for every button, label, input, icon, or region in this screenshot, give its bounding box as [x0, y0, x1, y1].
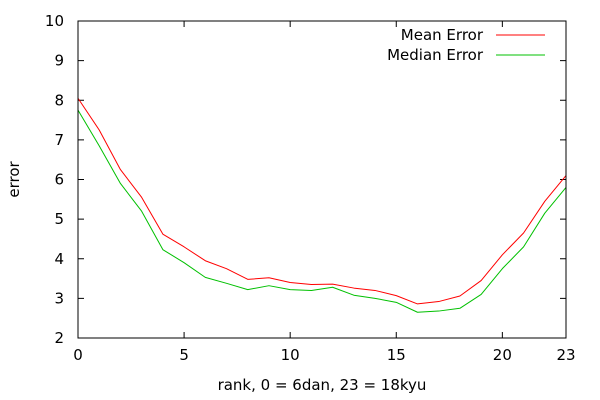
x-tick-label: 5	[179, 346, 189, 364]
x-tick-label: 10	[281, 346, 300, 364]
y-tick-label: 9	[54, 52, 64, 70]
y-axis-label: error	[5, 161, 23, 198]
x-tick-label: 20	[493, 346, 512, 364]
series-line-mean-error	[77, 97, 567, 305]
y-tick-label: 3	[54, 289, 64, 307]
y-tick-label: 2	[54, 329, 64, 347]
y-tick-label: 8	[54, 91, 64, 109]
y-tick-label: 5	[54, 210, 64, 228]
x-tick-label: 23	[556, 346, 575, 364]
legend-label: Mean Error	[401, 26, 484, 44]
y-tick-label: 6	[54, 171, 64, 189]
x-tick-label: 0	[73, 346, 83, 364]
legend: Mean Error Median Error	[387, 26, 545, 64]
y-tick-label: 7	[54, 131, 64, 149]
y-tick-label: 10	[45, 12, 64, 30]
series-line-median-error	[77, 109, 567, 313]
x-axis-label: rank, 0 = 6dan, 23 = 18kyu	[218, 376, 427, 394]
x-tick-label: 15	[387, 346, 406, 364]
legend-label: Median Error	[387, 46, 484, 64]
y-tick-label: 4	[54, 250, 64, 268]
plot-frame	[77, 20, 567, 339]
